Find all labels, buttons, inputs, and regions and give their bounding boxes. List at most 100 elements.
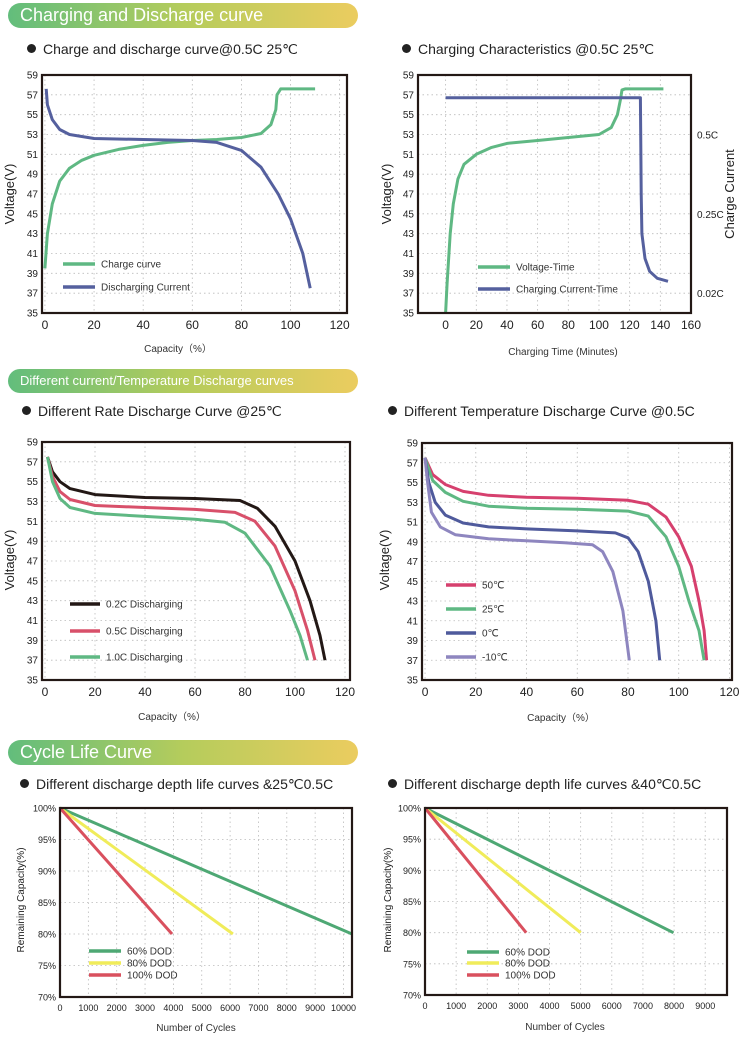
bullet-icon: [27, 44, 36, 53]
x-tick-label: 80: [235, 318, 249, 332]
x-axis-title: Capacity（%）: [138, 711, 206, 723]
series-line-2: [44, 88, 312, 289]
x-tick-label: 20: [87, 318, 101, 332]
series-line-3: [58, 807, 174, 935]
y-tick-label: 39: [27, 269, 39, 280]
legend-label: Charge curve: [101, 260, 161, 271]
chart-3: 0 20 40 60 80 100 120 35 37 39 41 43 45 47 49 51 53 55 57 5…: [2, 438, 355, 724]
x-tick-label: 0: [57, 1003, 62, 1013]
y-tick-label: 43: [27, 229, 39, 240]
x-tick-label: 120: [620, 318, 640, 332]
chart-title-text: Charging Characteristics @0.5C 25℃: [418, 41, 655, 57]
x-tick-label: 20: [469, 685, 483, 699]
x-tick-label: 2000: [107, 1003, 127, 1013]
series-line-3: [46, 456, 309, 661]
series-line-2: [445, 96, 669, 283]
y-tick-label: 37: [27, 656, 39, 667]
x-tick-label: 3000: [508, 1001, 528, 1011]
x-tick-label: 7000: [248, 1003, 268, 1013]
chart-title-2: Charging Characteristics @0.5C 25℃: [402, 41, 654, 58]
x-tick-label: 5000: [571, 1001, 591, 1011]
y-tick-label: 41: [407, 616, 419, 627]
x-tick-label: 140: [650, 318, 670, 332]
x-tick-label: 4000: [163, 1003, 183, 1013]
y-tick-label: 39: [403, 269, 415, 280]
x-axis-title: Capacity（%）: [527, 712, 595, 724]
x-tick-label: 100: [281, 318, 301, 332]
bullet-icon: [22, 406, 31, 415]
x-axis-title: Charging Time (Minutes): [508, 347, 617, 358]
plot-frame: [58, 806, 354, 999]
y2-tick-label: 0.25C: [697, 210, 724, 221]
y-tick-label: 95%: [403, 835, 421, 845]
chart-title-text: Different discharge depth life curves &4…: [404, 776, 702, 792]
y-tick-label: 100%: [33, 804, 56, 814]
chart-title-text: Different discharge depth life curves &2…: [36, 776, 334, 792]
legend-label: 25℃: [482, 605, 504, 616]
y-tick-label: 90%: [403, 866, 421, 876]
chart-5: 0 1000 2000 3000 4000 5000 6000 7000 8000 9000 100…: [16, 804, 356, 1035]
legend-label: 0.5C Discharging: [106, 627, 183, 638]
legend-label: 80% DOD: [505, 959, 550, 970]
y-tick-label: 70%: [38, 993, 56, 1003]
series-line-2: [59, 806, 234, 936]
x-tick-label: 6000: [602, 1001, 622, 1011]
y-tick-label: 100%: [398, 804, 421, 814]
chart-title-1: Charge and discharge curve@0.5C 25℃: [27, 41, 298, 58]
y-tick-label: 53: [27, 130, 39, 141]
y-tick-label: 39: [27, 636, 39, 647]
y-axis-title: Voltage(V): [379, 164, 394, 225]
y-tick-label: 57: [403, 90, 415, 101]
plot-frame: [40, 73, 349, 315]
y2-axis-title: Charge Current: [722, 149, 737, 239]
x-tick-label: 40: [136, 318, 150, 332]
y-tick-label: 45: [27, 576, 39, 587]
y-tick-label: 70%: [403, 991, 421, 1001]
y-tick-label: 80%: [38, 930, 56, 940]
x-axis-title: Number of Cycles: [156, 1023, 235, 1034]
y-axis-title: Remaining Capacity(%): [16, 847, 27, 952]
x-tick-label: 40: [138, 685, 152, 699]
series-line-3: [423, 807, 528, 934]
plot-frame: [40, 440, 352, 682]
y2-tick-label: 0.5C: [697, 131, 718, 142]
y-tick-label: 45: [27, 209, 39, 220]
x-tick-label: 20: [470, 318, 484, 332]
chart-4: 0 20 40 60 80 100 120 35 37 39 41 43 45 47 49 51 53 55 57 5…: [377, 439, 740, 725]
y-tick-label: 57: [27, 90, 39, 101]
y-tick-label: 75%: [38, 961, 56, 971]
legend-label: 60% DOD: [127, 947, 172, 958]
plot-frame: [416, 73, 693, 315]
legend-label: 0.2C Discharging: [106, 600, 183, 611]
x-tick-label: 1000: [78, 1003, 98, 1013]
y-tick-label: 35: [27, 676, 39, 687]
chart-1: 0 20 40 60 80 100 120 35 37 39 41 43 45 47 49 51 53 55 57 5…: [2, 71, 350, 356]
y-tick-label: 43: [403, 229, 415, 240]
x-tick-label: 120: [335, 685, 355, 699]
x-tick-label: 0: [422, 1001, 427, 1011]
legend-label: 60% DOD: [505, 948, 550, 959]
x-tick-label: 5000: [192, 1003, 212, 1013]
y-tick-label: 49: [27, 170, 39, 181]
y-tick-label: 47: [403, 190, 415, 201]
y-tick-label: 53: [27, 497, 39, 508]
y-tick-label: 43: [407, 597, 419, 608]
x-tick-label: 40: [500, 318, 514, 332]
y-axis-title: Voltage(V): [2, 164, 17, 225]
y-tick-label: 35: [27, 309, 39, 320]
y-tick-label: 80%: [403, 928, 421, 938]
chart-title-4: Different Temperature Discharge Curve @0…: [388, 403, 695, 419]
series-line-1: [444, 87, 664, 314]
x-tick-label: 100: [285, 685, 305, 699]
y-axis-title: Voltage(V): [2, 530, 17, 591]
plot-frame: [420, 441, 734, 682]
y-tick-label: 35: [407, 676, 419, 687]
series-line-3: [423, 457, 662, 661]
bullet-icon: [20, 779, 29, 788]
y-tick-label: 41: [403, 249, 415, 260]
x-tick-label: 2000: [477, 1001, 497, 1011]
y-tick-label: 53: [407, 498, 419, 509]
x-tick-label: 100: [589, 318, 609, 332]
x-tick-label: 120: [719, 685, 739, 699]
